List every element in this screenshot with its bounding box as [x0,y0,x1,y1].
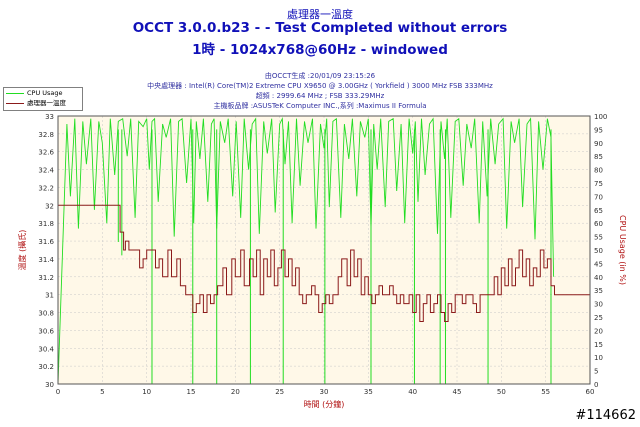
x-tick-label: 55 [541,388,550,396]
info-motherboard: 主機板品牌 :ASUSTeK Computer INC.,系列 :Maximus… [213,102,427,110]
temperature-line [58,204,590,322]
y-axis-label-right: CPU Usage (in %) [618,215,627,285]
y-tick-label-right: 25 [594,314,603,322]
info-generated: 由OCCT生成 :20/01/09 23:15:26 [264,72,376,80]
x-tick-label: 20 [231,388,240,396]
x-tick-label: 40 [408,388,417,396]
legend-swatch-temp [6,102,24,104]
cpu-usage-series [57,116,555,385]
y-tick-label-left: 32.4 [38,167,54,175]
x-tick-label: 15 [187,388,196,396]
legend-item-temp: 處理器一溫度 [6,99,66,108]
y-tick-label-left: 30.2 [38,363,54,371]
chart-subtitle: 1時 - 1024x768@60Hz - windowed [192,42,448,58]
x-axis-label: 時間 (分鐘) [304,399,345,409]
info-cpu: 中央處理器 : Intel(R) Core(TM)2 Extreme CPU X… [147,82,493,90]
chart-title-top: 處理器一溫度 [287,8,353,21]
info-overclock: 超頻 : 2999.64 MHz ; FSB 333.29MHz [255,92,385,100]
y-tick-label-right: 30 [594,301,603,309]
y-tick-label-left: 33 [45,113,54,121]
y-tick-label-left: 31.8 [38,220,54,228]
y-tick-label-right: 0 [594,381,598,389]
x-tick-label: 10 [142,388,151,396]
x-tick-label: 50 [497,388,506,396]
y-axis-label-left: 溫度 (攝氏) [17,230,27,271]
chart-title: OCCT 3.0.0.b23 - - Test Completed withou… [132,20,508,36]
y-tick-label-right: 80 [594,167,603,175]
y-tick-label-right: 55 [594,234,603,242]
legend: CPU Usage 處理器一溫度 [3,87,83,111]
plot-frame [57,115,591,385]
watermark: #114662 [575,408,636,423]
y-tick-label-left: 32.2 [38,184,54,192]
y-tick-label-left: 30.4 [38,345,54,353]
y-tick-label-left: 31.6 [38,238,54,246]
y-tick-label-right: 95 [594,126,603,134]
x-tick-label: 30 [320,388,329,396]
legend-item-cpu-usage: CPU Usage [6,89,63,98]
x-tick-label: 60 [586,388,595,396]
y-tick-label-right: 60 [594,220,603,228]
y-tick-label-left: 30 [45,381,54,389]
y-tick-label-right: 50 [594,247,603,255]
y-tick-label-right: 40 [594,274,603,282]
y-tick-label-right: 15 [594,341,603,349]
x-tick-label: 25 [275,388,284,396]
y-tick-label-left: 32.6 [38,149,54,157]
legend-swatch-cpu [6,92,24,94]
y-tick-label-left: 31.4 [38,256,54,264]
y-tick-label-right: 100 [594,113,607,121]
x-tick-label: 5 [100,388,104,396]
y-tick-label-left: 31.2 [38,274,54,282]
y-tick-label-right: 10 [594,354,603,362]
y-tick-label-right: 75 [594,180,603,188]
y-tick-label-right: 45 [594,260,603,268]
y-tick-label-right: 5 [594,368,598,376]
axis-ticks: 30 30.2 30.4 30.6 30.8 31 31.2 31.4 31.6 31.8 32 32… [38,113,607,396]
y-tick-label-right: 65 [594,207,603,215]
y-tick-label-left: 31 [45,292,54,300]
y-tick-label-left: 32 [45,202,54,210]
legend-label-temp: 處理器一溫度 [27,99,66,107]
y-tick-label-right: 70 [594,193,603,201]
y-tick-label-left: 30.8 [38,310,54,318]
x-tick-label: 0 [56,388,60,396]
cpu-usage-line [57,116,555,385]
y-tick-label-left: 30.6 [38,327,54,335]
y-tick-label-right: 20 [594,327,603,335]
y-tick-label-right: 90 [594,140,603,148]
y-tick-label-left: 32.8 [38,131,54,139]
x-tick-label: 45 [453,388,462,396]
y-tick-label-right: 85 [594,153,603,161]
legend-label-cpu: CPU Usage [27,89,63,97]
x-tick-label: 35 [364,388,373,396]
temperature-series [58,204,590,322]
y-tick-label-right: 35 [594,287,603,295]
